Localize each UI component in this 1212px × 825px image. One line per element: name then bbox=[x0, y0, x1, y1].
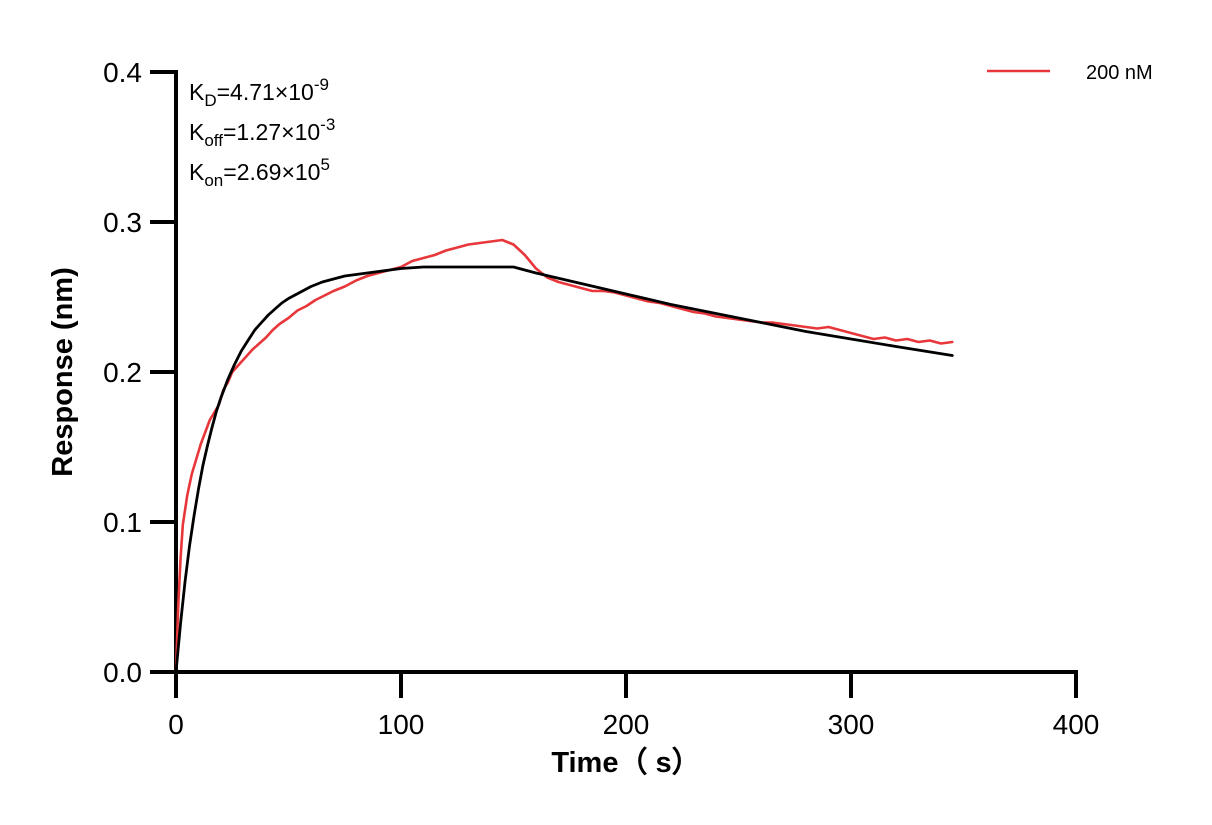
x-tick-label: 400 bbox=[1053, 709, 1100, 740]
y-ticks: 0.0 0.1 0.2 0.3 0.4 bbox=[103, 57, 176, 688]
y-tick-label: 0.4 bbox=[103, 57, 142, 88]
y-tick-label: 0.1 bbox=[103, 507, 142, 538]
series-line-fit bbox=[174, 265, 954, 674]
kinetic-constant-label: Koff=1.27×10-3 bbox=[189, 115, 335, 150]
y-tick-label: 0.3 bbox=[103, 207, 142, 238]
series-group bbox=[174, 238, 954, 674]
kinetic-constants: KD=4.71×10-9 Koff=1.27×10-3 Kon=2.69×105 bbox=[189, 75, 335, 190]
x-ticks: 0 100 200 300 400 bbox=[168, 672, 1099, 740]
y-tick-label: 0.2 bbox=[103, 357, 142, 388]
kinetic-constant-label: KD=4.71×10-9 bbox=[189, 75, 329, 110]
y-axis-title: Response (nm) bbox=[47, 267, 79, 476]
legend-label: 200 nM bbox=[1086, 62, 1153, 84]
x-axis-title: Time（ s） bbox=[551, 746, 700, 779]
series-line-200nm bbox=[174, 238, 954, 674]
y-tick-label: 0.0 bbox=[103, 657, 142, 688]
legend: 200 nM bbox=[987, 62, 1153, 84]
x-tick-label: 0 bbox=[168, 709, 184, 740]
x-tick-label: 200 bbox=[603, 709, 650, 740]
x-tick-label: 100 bbox=[378, 709, 425, 740]
x-tick-label: 300 bbox=[828, 709, 875, 740]
kinetic-constant-label: Kon=2.69×105 bbox=[189, 155, 330, 190]
